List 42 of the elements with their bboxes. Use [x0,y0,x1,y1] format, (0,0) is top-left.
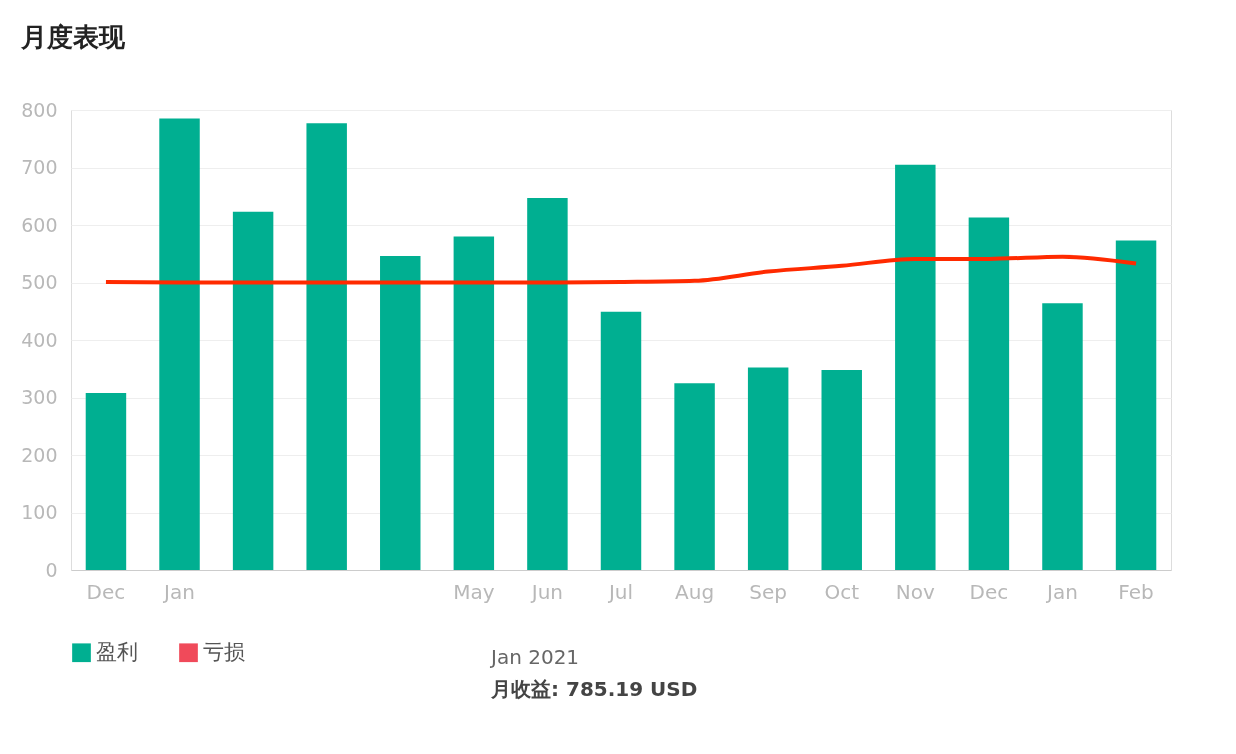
bar [600,311,642,570]
bar [1042,303,1083,570]
x-tick-label: Jun [529,579,564,604]
bar [453,236,495,570]
x-tick-label: Jan [162,579,195,604]
x-tick-label: Nov [895,579,935,604]
y-tick-label: 0 [45,558,58,581]
bar [895,164,936,570]
bar [232,211,274,570]
x-tick-label: Feb [1118,579,1154,604]
legend-label: 盈利 [96,639,138,664]
bar [747,367,789,570]
bar [527,197,568,570]
bar [85,392,127,570]
text: Jan 2021 [489,645,580,669]
y-tick-label: 700 [21,156,58,178]
x-tick-label: Jan [1045,579,1078,604]
y-tick-label: 500 [21,271,58,293]
bar [674,383,715,570]
line-series [103,254,1139,285]
x-tick-label: Dec [86,579,126,604]
x-tick-label: Jul [606,579,634,604]
bar [968,217,1010,570]
bar [821,369,862,570]
x-tick-label: May [453,579,495,604]
x-tick-label: Oct [824,579,860,604]
y-tick-label: 800 [21,98,58,121]
x-tick-label: Sep [749,579,788,604]
y-tick-label: 200 [21,443,58,466]
x-tick-label: Aug [675,579,715,604]
bar [306,123,347,570]
bar [380,256,421,570]
y-tick-label: 600 [21,213,58,236]
y-tick-label: 100 [21,501,58,523]
x-tick-label: Dec [969,579,1009,604]
bar [159,118,200,570]
y-tick-label: 400 [21,328,58,351]
bar [1115,240,1157,570]
text: 月收益: 785.19 USD [490,677,698,701]
chart-title: 月度表现 [19,22,126,52]
legend-label: 亏损 [203,639,245,664]
y-tick-label: 300 [21,386,58,408]
